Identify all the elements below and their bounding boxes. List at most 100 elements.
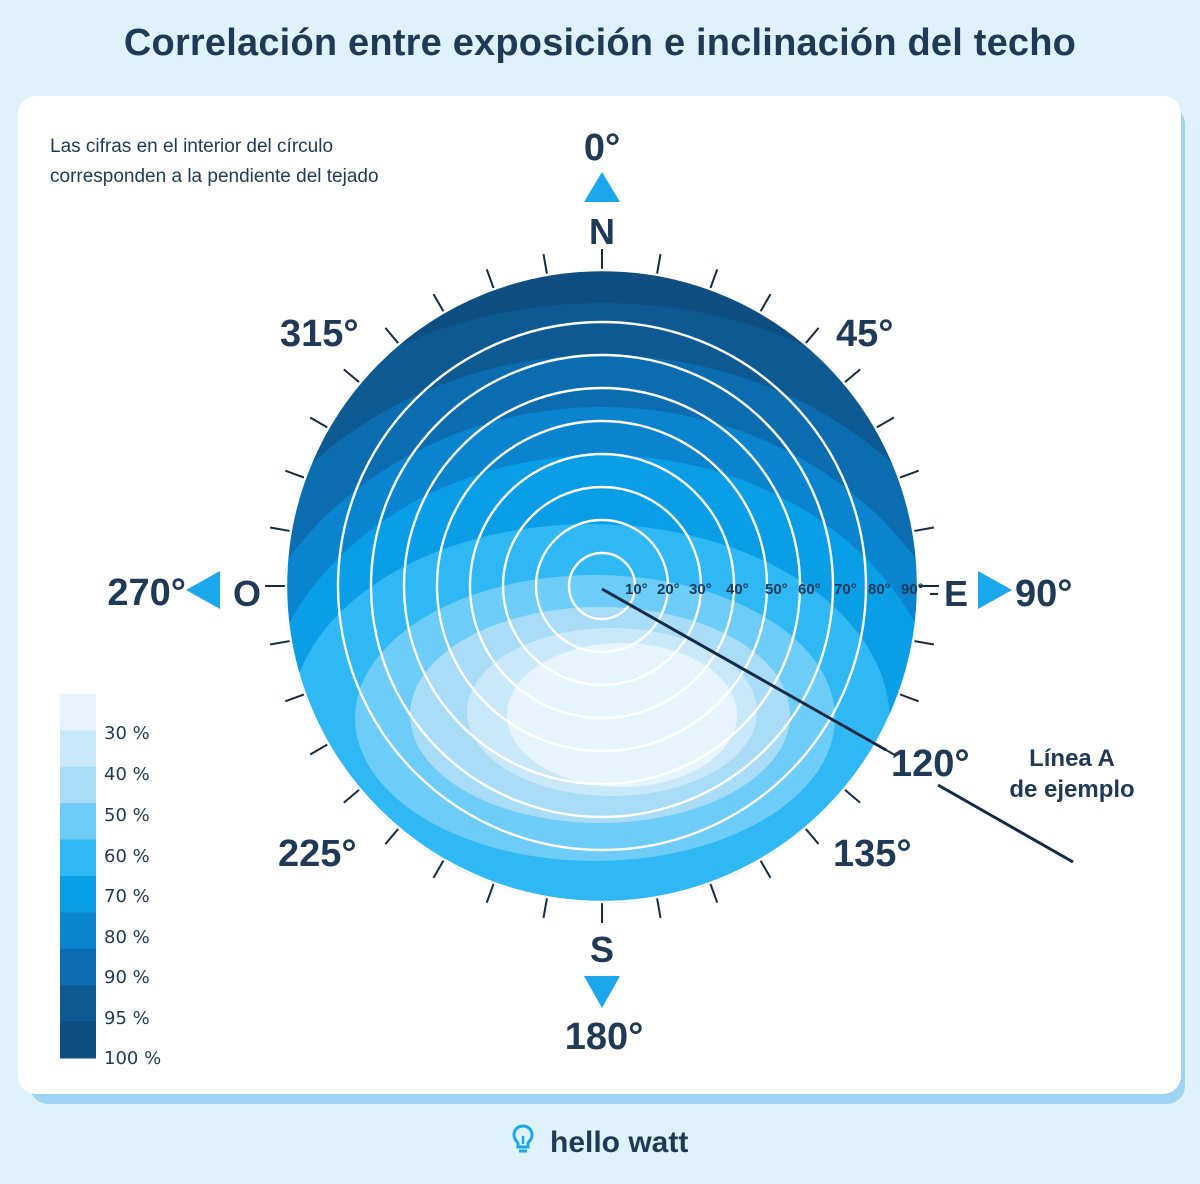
north-letter: N [589, 211, 615, 252]
legend-swatch-5 [60, 876, 96, 913]
slope-ring-60 [402, 386, 802, 786]
legend-swatch-6 [60, 912, 96, 950]
tick-240 [309, 742, 330, 756]
example-line-extension [937, 783, 1074, 864]
slope-ring-30 [501, 485, 703, 687]
irradiation-zones [285, 269, 919, 903]
legend-label-50: 50 % [104, 805, 150, 826]
east-letter: E [944, 573, 968, 614]
legend-swatch-4 [60, 839, 96, 877]
tick-170 [655, 896, 662, 919]
tick-50 [842, 368, 861, 385]
north-arrow-icon [584, 172, 620, 202]
legend-label-30: 30 % [104, 723, 150, 744]
legend-swatch-0 [60, 694, 96, 731]
tick-330 [432, 293, 446, 314]
south-degree: 180° [565, 1016, 644, 1058]
slope-rings [284, 268, 920, 904]
se-degree: 135° [833, 833, 912, 875]
zone-best [507, 643, 737, 787]
tick-340 [485, 268, 496, 291]
legend-label-40: 40 % [104, 764, 150, 785]
legend-swatch-9 [60, 1021, 96, 1059]
slope-ring-80 [336, 320, 868, 852]
slope-note-line1: Las cifras en el interior del círculo [50, 136, 334, 157]
slope-ring-50 [435, 419, 769, 753]
tick-290 [284, 469, 307, 480]
tick-350 [542, 253, 549, 276]
slope-label-70: 70° [834, 581, 857, 598]
tick-190 [542, 896, 549, 919]
tick-20 [708, 268, 719, 291]
legend-swatch-7 [60, 948, 96, 986]
slope-ring-40 [468, 452, 736, 720]
example-line [601, 587, 887, 752]
slope-label-50: 50° [765, 581, 788, 598]
tick-310 [343, 368, 362, 385]
page-title: Correlación entre exposición e inclinaci… [123, 22, 1077, 64]
slope-label-20: 20° [657, 581, 680, 598]
tick-230 [343, 787, 362, 804]
legend-label-60: 60 % [104, 846, 150, 867]
nw-degree: 315° [280, 313, 359, 355]
tick-260 [269, 639, 292, 646]
east-degree: 90° [1015, 573, 1072, 615]
tick-40 [803, 327, 820, 346]
slope-ring-90 [284, 268, 920, 904]
legend-swatch-8 [60, 985, 96, 1023]
brand-name: hello watt [550, 1126, 689, 1159]
legend-label-95: 95 % [104, 1008, 150, 1029]
tick-130 [842, 787, 861, 804]
legend-swatch-1 [60, 730, 96, 768]
slope-label-80: 80° [868, 581, 891, 598]
legend-swatch-3 [60, 803, 96, 841]
slope-ring-10 [567, 551, 637, 621]
slope-label-10: 10° [625, 581, 648, 598]
legend-label-100: 100 % [104, 1048, 162, 1069]
tick-60 [874, 416, 895, 430]
slope-ring-20 [534, 518, 670, 654]
legend-label-90: 90 % [104, 967, 150, 988]
legend-label-70: 70 % [104, 886, 150, 907]
tick-160 [708, 881, 719, 904]
slope-label-90: 90° [901, 581, 924, 598]
example-degree: 120° [891, 743, 970, 785]
legend-scale [60, 694, 96, 1059]
east-arrow-icon [978, 571, 1012, 609]
west-letter: O [233, 573, 261, 614]
slope-ring-70 [369, 353, 835, 819]
ne-degree: 45° [836, 313, 893, 355]
slope-label-60: 60° [798, 581, 821, 598]
tick-280 [269, 526, 292, 533]
tick-10 [655, 253, 662, 276]
footer-brand: hello watt [0, 1124, 1200, 1162]
lightbulb-icon [512, 1124, 534, 1162]
tick-150 [758, 858, 772, 879]
tick-70 [897, 469, 920, 480]
example-line-label-2: de ejemplo [1009, 776, 1134, 803]
tick-100 [912, 639, 935, 646]
slope-label-30: 30° [689, 581, 712, 598]
south-arrow-icon [584, 976, 620, 1008]
tick-110 [897, 692, 920, 703]
sw-degree: 225° [278, 833, 357, 875]
legend-label-80: 80 % [104, 927, 150, 948]
tick-250 [284, 692, 307, 703]
slope-note: Las cifras en el interior del círculo co… [50, 132, 379, 192]
north-degree: 0° [584, 127, 620, 169]
slope-note-line2: corresponden a la pendiente del tejado [50, 166, 379, 187]
tick-140 [803, 826, 820, 845]
tick-320 [384, 327, 401, 346]
west-degree: 270° [107, 572, 186, 614]
slope-label-40: 40° [726, 581, 749, 598]
example-line-label-1: Línea A [1029, 745, 1115, 772]
tick-210 [432, 858, 446, 879]
tick-80 [912, 526, 935, 533]
west-arrow-icon [186, 571, 220, 609]
tick-300 [309, 416, 330, 430]
south-letter: S [590, 929, 614, 970]
tick-30 [758, 293, 772, 314]
tick-220 [384, 826, 401, 845]
tick-200 [485, 881, 496, 904]
